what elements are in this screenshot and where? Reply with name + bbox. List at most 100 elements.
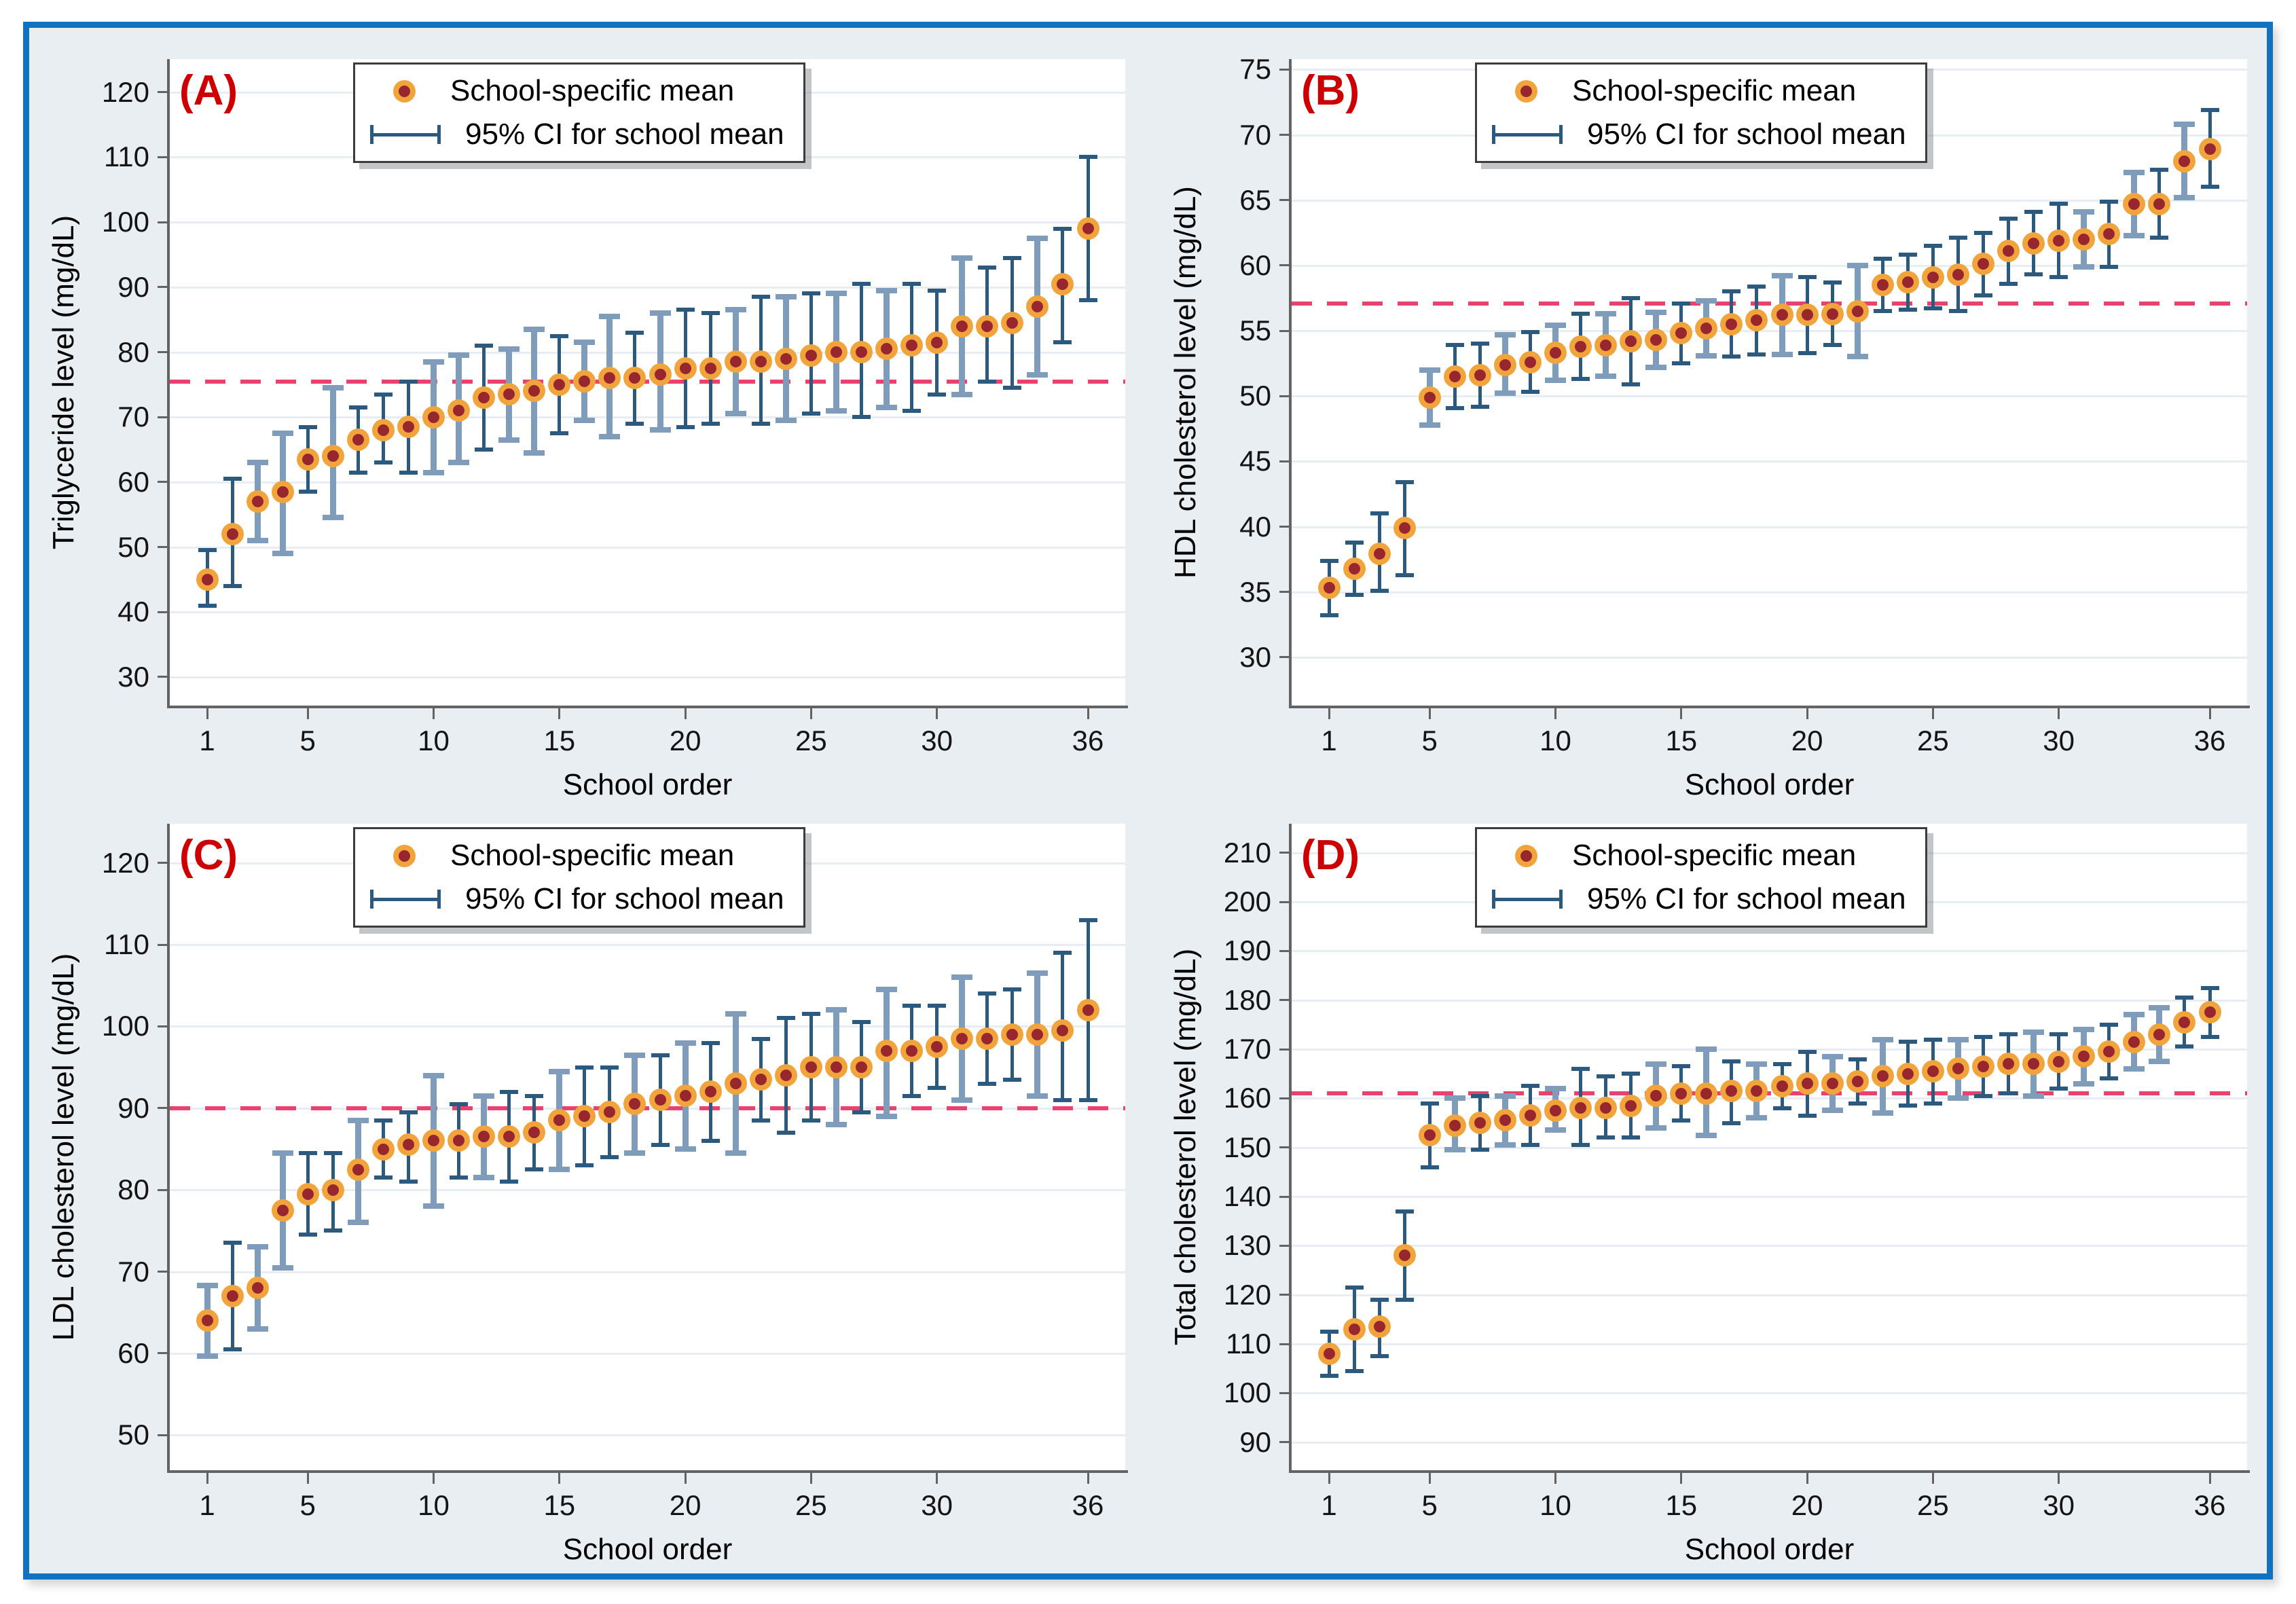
- ci-cap-top: [550, 333, 569, 338]
- mean-marker-core: [729, 356, 742, 368]
- x-tick-label: 5: [299, 725, 316, 757]
- mean-marker-core: [478, 1131, 490, 1143]
- mean-marker: [271, 480, 294, 503]
- ci-cap-bottom: [1848, 1101, 1867, 1106]
- gridline: [1292, 1343, 2247, 1346]
- mean-marker: [1569, 1097, 1592, 1120]
- y-axis-line: [1289, 824, 1292, 1473]
- y-tick-label: 150: [1223, 1131, 1271, 1163]
- mean-marker: [1871, 1065, 1894, 1088]
- mean-marker: [498, 1125, 521, 1148]
- ci-cap-bottom: [574, 417, 596, 423]
- ci-cap-top: [2200, 108, 2219, 112]
- ci-cap-bottom: [1823, 343, 1842, 348]
- ci-cap-top: [701, 311, 720, 316]
- mean-marker-core: [2053, 234, 2065, 247]
- mean-marker: [246, 1277, 269, 1300]
- ci-cap-bottom: [775, 417, 797, 423]
- y-tick: [1279, 1244, 1289, 1247]
- gridline: [170, 481, 1125, 484]
- mean-marker-core: [1524, 1110, 1536, 1122]
- ci-cap-bottom: [2073, 263, 2095, 270]
- ci-cap-top: [903, 1004, 922, 1008]
- ci-cap-bottom: [1722, 1120, 1741, 1125]
- mean-marker-core: [1575, 340, 1587, 352]
- x-tick-label: 10: [418, 1489, 450, 1521]
- ci-cap-top: [2150, 168, 2169, 172]
- mean-marker-core: [1700, 322, 1713, 334]
- mean-marker: [1796, 1072, 1819, 1095]
- ci-cap-bottom: [1771, 351, 1793, 357]
- y-tick: [158, 1352, 167, 1355]
- legend-marker-label: School-specific mean: [450, 839, 735, 872]
- mean-marker: [598, 367, 621, 390]
- mean-marker: [1544, 342, 1567, 365]
- ci-cap-top: [475, 343, 494, 348]
- y-tick: [1279, 1343, 1289, 1345]
- ci-cap-bottom: [2024, 272, 2043, 277]
- mean-marker-core: [1851, 1075, 1863, 1087]
- mean-marker-core: [2153, 1028, 2166, 1040]
- gridline: [170, 416, 1125, 419]
- mean-marker-core: [1499, 1114, 1511, 1127]
- ci-bar-icon: [370, 123, 441, 146]
- mean-marker-core: [1032, 1029, 1044, 1040]
- mean-marker: [649, 1089, 672, 1112]
- ci-cap-bottom: [525, 1167, 544, 1172]
- ci-cap-top: [1645, 310, 1667, 316]
- ci-cap-top: [825, 1007, 847, 1013]
- legend-ci-label: 95% CI for school mean: [465, 882, 784, 915]
- y-tick: [158, 351, 167, 353]
- y-tick-label: 130: [1223, 1229, 1271, 1262]
- mean-marker-core: [931, 1041, 943, 1053]
- gridline: [1292, 1146, 2247, 1149]
- mean-marker: [498, 383, 521, 406]
- ci-bar-icon-cap-right: [1559, 890, 1563, 909]
- ci-cap-top: [1571, 312, 1590, 316]
- mean-marker: [1770, 1074, 1793, 1097]
- mean-marker-core: [881, 343, 893, 355]
- mean-marker: [2047, 229, 2071, 252]
- y-tick-label: 70: [117, 401, 149, 433]
- y-tick: [158, 610, 167, 613]
- y-tick: [1279, 329, 1289, 332]
- legend-row-ci: 95% CI for school mean: [1477, 113, 1925, 156]
- mean-marker-core: [377, 1143, 389, 1155]
- ci-cap-top: [1747, 284, 1766, 289]
- panel-B: 30 35 40 45 50 55 60 65 70 75 1 5 10 15 20 25 30 36 HDL ch…: [1156, 42, 2273, 801]
- mean-marker: [1001, 1023, 1024, 1046]
- gridline: [1292, 1245, 2247, 1247]
- y-tick-label: 40: [117, 596, 149, 628]
- mean-marker: [1846, 299, 1869, 323]
- plot-area: [170, 824, 1125, 1470]
- mean-marker: [976, 314, 999, 338]
- ci-cap-bottom: [701, 1138, 720, 1143]
- y-tick-label: 30: [117, 660, 149, 693]
- mean-marker-core: [1675, 327, 1688, 340]
- ci-cap-top: [2049, 202, 2069, 206]
- mean-marker: [1493, 353, 1516, 376]
- mean-marker: [2073, 1045, 2096, 1068]
- ci-cap-bottom: [751, 1118, 770, 1123]
- gridline: [1292, 950, 2247, 953]
- ci-cap-bottom: [1821, 1108, 1843, 1114]
- y-tick: [158, 221, 167, 223]
- ci-cap-top: [524, 327, 545, 333]
- ci-cap-bottom: [1672, 1118, 1691, 1123]
- ci-bar-icon-cap-left: [1492, 890, 1495, 909]
- gridline: [1292, 526, 2247, 528]
- ci-cap-top: [1545, 323, 1566, 329]
- mean-marker: [1946, 1057, 1969, 1080]
- mean-marker-core: [931, 336, 943, 348]
- ci-cap-bottom: [624, 1150, 646, 1156]
- ci-cap-top: [399, 1110, 418, 1114]
- ci-cap-bottom: [373, 460, 393, 465]
- ci-cap-bottom: [498, 437, 520, 443]
- mean-marker: [1468, 1112, 1491, 1135]
- ci-cap-bottom: [298, 490, 317, 494]
- x-tick-label: 15: [1665, 1489, 1698, 1521]
- y-tick: [1279, 1048, 1289, 1051]
- mean-marker-core: [2179, 1016, 2191, 1028]
- ci-cap-top: [978, 266, 997, 270]
- x-tick: [1806, 1473, 1808, 1484]
